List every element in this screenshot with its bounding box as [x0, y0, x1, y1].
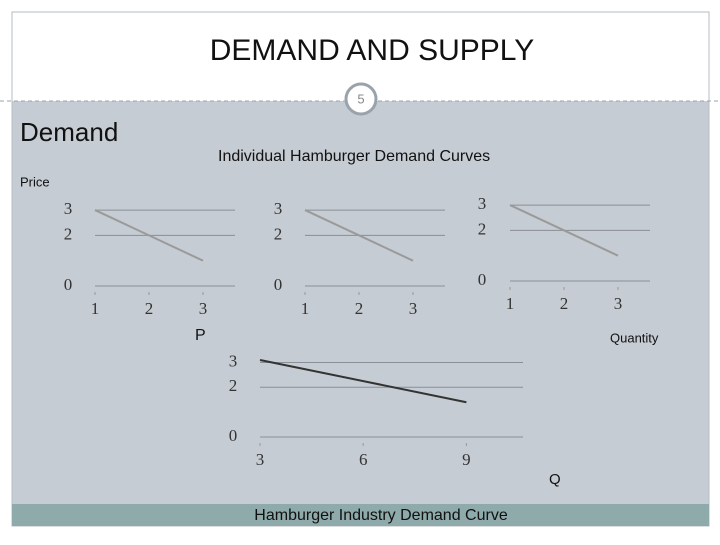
y-tick-label: 2: [478, 219, 487, 238]
page-number: 5: [357, 91, 364, 106]
x-tick-label: 9: [462, 450, 471, 469]
footer-caption: Hamburger Industry Demand Curve: [254, 507, 508, 524]
y-tick-label: 2: [64, 224, 73, 243]
y-tick-label: 0: [478, 270, 487, 289]
x-tick-label: 1: [506, 294, 515, 313]
quantity-label: Quantity: [610, 330, 659, 345]
p-label: P: [195, 327, 206, 344]
q-label: Q: [549, 471, 561, 488]
y-tick-label: 0: [274, 275, 283, 294]
content-area: [12, 101, 709, 526]
demand-curve: [509, 204, 619, 257]
demand-curve: [94, 209, 204, 262]
y-tick-label: 2: [229, 376, 238, 395]
footer-bar: [12, 504, 709, 526]
price-label: Price: [20, 174, 50, 189]
x-tick-label: 3: [256, 450, 265, 469]
page-badge: [344, 82, 378, 116]
y-tick-label: 3: [64, 199, 73, 218]
y-tick-label: 3: [274, 199, 283, 218]
x-tick-label: 3: [614, 294, 623, 313]
demand-curve: [259, 358, 467, 404]
y-tick-label: 3: [229, 351, 238, 370]
x-tick-label: 1: [91, 299, 100, 318]
y-tick-label: 3: [478, 194, 487, 213]
slide-title: DEMAND AND SUPPLY: [210, 34, 535, 67]
x-tick-label: 1: [301, 299, 310, 318]
y-tick-label: 0: [229, 426, 238, 445]
x-tick-label: 3: [409, 299, 418, 318]
x-tick-label: 2: [145, 299, 154, 318]
x-tick-label: 6: [359, 450, 368, 469]
demand-curve: [304, 209, 414, 262]
x-tick-label: 2: [355, 299, 364, 318]
subtitle: Individual Hamburger Demand Curves: [218, 148, 490, 165]
x-tick-label: 2: [560, 294, 569, 313]
heading: Demand: [20, 117, 118, 147]
y-tick-label: 2: [274, 224, 283, 243]
x-tick-label: 3: [199, 299, 208, 318]
y-tick-label: 0: [64, 275, 73, 294]
